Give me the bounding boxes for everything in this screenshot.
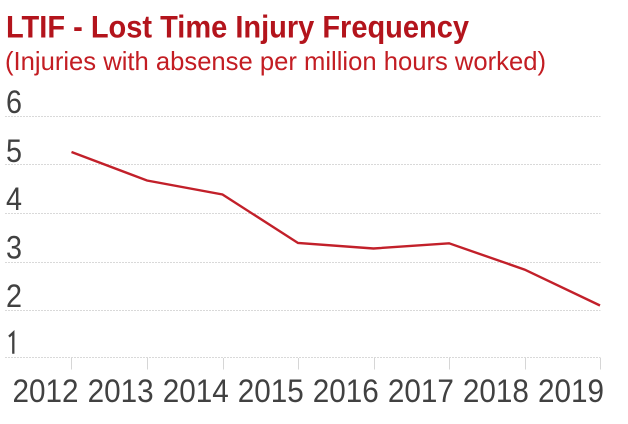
svg-text:2015: 2015 — [238, 373, 304, 409]
svg-text:2017: 2017 — [388, 373, 454, 409]
svg-text:2018: 2018 — [463, 373, 529, 409]
svg-text:(Injuries with absense per mil: (Injuries with absense per million hours… — [5, 46, 546, 76]
svg-text:4: 4 — [6, 181, 22, 217]
svg-text:2013: 2013 — [88, 373, 154, 409]
svg-text:2019: 2019 — [538, 373, 604, 409]
svg-text:2016: 2016 — [313, 373, 379, 409]
svg-text:2014: 2014 — [163, 373, 229, 409]
svg-text:2012: 2012 — [13, 373, 79, 409]
svg-text:3: 3 — [6, 230, 22, 266]
svg-text:2: 2 — [6, 278, 22, 314]
svg-text:LTIF - Lost Time Injury Freque: LTIF - Lost Time Injury Frequency — [6, 9, 470, 44]
svg-text:5: 5 — [6, 133, 22, 169]
svg-text:6: 6 — [6, 84, 22, 120]
